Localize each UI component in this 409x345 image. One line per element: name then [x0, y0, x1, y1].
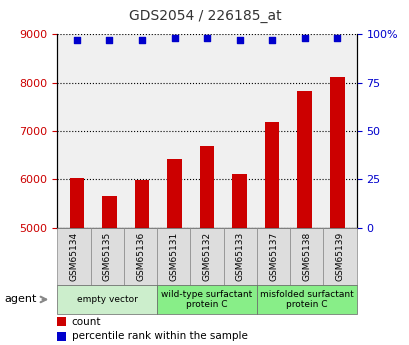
Text: agent: agent — [4, 295, 36, 304]
Point — [301, 36, 307, 41]
Text: GSM65135: GSM65135 — [103, 231, 112, 281]
Bar — [90, 228, 124, 285]
Bar — [223, 228, 256, 285]
Text: misfolded surfactant
protein C: misfolded surfactant protein C — [259, 289, 353, 309]
Point — [74, 38, 80, 43]
Bar — [157, 228, 190, 285]
Bar — [290, 228, 323, 285]
Point — [268, 38, 275, 43]
Bar — [134, 180, 149, 228]
Text: GSM65138: GSM65138 — [301, 231, 310, 281]
Text: count: count — [72, 317, 101, 327]
Bar — [57, 228, 90, 285]
Point — [333, 36, 339, 41]
Point — [138, 38, 145, 43]
Bar — [323, 228, 356, 285]
Bar — [329, 77, 344, 228]
Text: GSM65133: GSM65133 — [235, 231, 244, 281]
Bar — [57, 285, 157, 314]
Text: GSM65132: GSM65132 — [202, 231, 211, 281]
Text: wild-type surfactant
protein C: wild-type surfactant protein C — [161, 289, 252, 309]
Bar — [102, 196, 117, 228]
Bar — [167, 159, 182, 228]
Point — [203, 36, 210, 41]
Bar — [264, 122, 279, 228]
Text: GSM65136: GSM65136 — [136, 231, 145, 281]
Bar — [256, 228, 290, 285]
Bar — [231, 174, 246, 228]
Text: empty vector: empty vector — [76, 295, 137, 304]
Bar — [297, 91, 311, 228]
Text: GSM65137: GSM65137 — [268, 231, 277, 281]
Point — [171, 36, 178, 41]
Bar — [157, 285, 256, 314]
Bar — [256, 285, 356, 314]
Bar — [190, 228, 223, 285]
Text: GSM65139: GSM65139 — [335, 231, 344, 281]
Text: GSM65131: GSM65131 — [169, 231, 178, 281]
Bar — [70, 178, 84, 228]
Bar — [124, 228, 157, 285]
Bar — [199, 146, 214, 228]
Text: GSM65134: GSM65134 — [70, 231, 79, 281]
Point — [236, 38, 242, 43]
Text: percentile rank within the sample: percentile rank within the sample — [72, 332, 247, 341]
Point — [106, 38, 112, 43]
Text: GDS2054 / 226185_at: GDS2054 / 226185_at — [128, 9, 281, 23]
